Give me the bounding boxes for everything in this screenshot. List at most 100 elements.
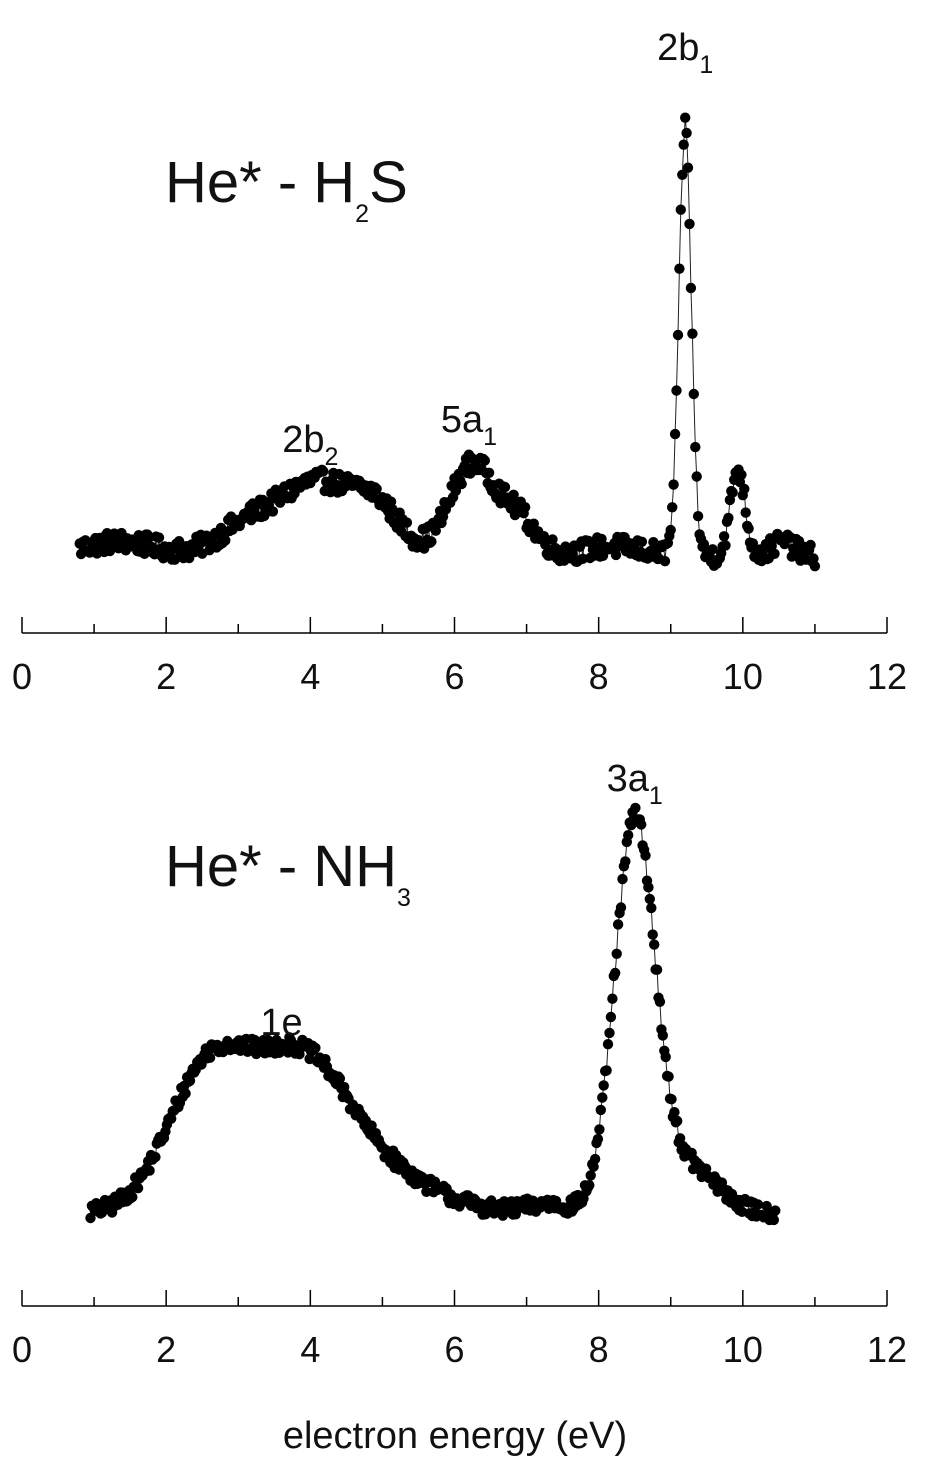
data-point: [740, 507, 751, 518]
data-point: [723, 512, 734, 524]
data-point: [718, 531, 730, 542]
data-point: [769, 548, 780, 559]
x-tick-label: 2: [156, 1329, 176, 1370]
data-point: [739, 483, 750, 495]
data-point: [644, 893, 655, 905]
data-point: [401, 517, 413, 528]
x-tick-label: 10: [723, 1329, 763, 1370]
data-point: [605, 1011, 617, 1023]
panel-title-nh3: He* - NH3: [165, 834, 411, 912]
data-point: [659, 556, 671, 567]
data-point: [687, 328, 698, 339]
data-point: [752, 1199, 764, 1210]
data-point: [669, 428, 681, 440]
data-point: [483, 467, 495, 478]
x-tick-label: 10: [723, 656, 763, 697]
data-point: [672, 329, 684, 341]
peak-label: 2b1: [657, 27, 713, 79]
x-tick-label: 4: [300, 656, 320, 697]
data-point: [334, 1073, 346, 1084]
data-point: [584, 1180, 595, 1191]
data-point: [681, 127, 692, 139]
data-point: [589, 1153, 601, 1165]
x-tick-label: 2: [156, 656, 176, 697]
data-point: [592, 1133, 604, 1145]
data-point: [596, 533, 607, 545]
x-axis-h2s: 0 2 4 6 8 10 12: [12, 617, 907, 697]
data-point: [456, 478, 467, 490]
data-point: [173, 536, 185, 547]
data-point: [528, 518, 539, 529]
data-point: [153, 532, 165, 543]
data-point: [623, 830, 634, 841]
data-point: [371, 483, 382, 495]
data-point: [630, 802, 641, 814]
data-point: [620, 856, 631, 867]
data-point: [310, 1042, 321, 1054]
data-point: [651, 964, 663, 975]
data-point: [139, 548, 150, 559]
data-point: [547, 534, 558, 545]
data-point: [672, 1115, 683, 1127]
x-tick-label: 6: [444, 656, 464, 697]
data-point: [567, 548, 578, 559]
data-point: [809, 561, 821, 572]
x-tick-label: 4: [300, 1329, 320, 1370]
data-point: [132, 1183, 144, 1194]
data-point: [615, 902, 627, 913]
data-point: [691, 471, 702, 482]
data-point: [677, 169, 688, 180]
data-point: [768, 1214, 779, 1226]
data-point: [747, 538, 759, 549]
data-point: [607, 993, 618, 1004]
data-point: [636, 819, 647, 830]
data-point: [666, 1094, 677, 1105]
data-point: [204, 1052, 216, 1063]
data-point: [690, 441, 701, 453]
data-point: [601, 1065, 612, 1076]
data-point: [663, 1071, 674, 1082]
data-point: [685, 282, 697, 294]
data-point: [169, 554, 180, 565]
data-point: [80, 535, 91, 546]
data-point: [611, 948, 622, 959]
peak-label: 1e: [260, 1002, 302, 1044]
data-point: [667, 502, 678, 513]
peak-label: 3a1: [607, 758, 663, 810]
data-point: [707, 544, 718, 555]
data-point: [674, 263, 685, 274]
data-point: [660, 1051, 671, 1063]
data-point: [595, 1104, 606, 1116]
data-point: [450, 485, 462, 496]
data-point: [150, 1151, 161, 1163]
data-point: [612, 919, 624, 930]
data-point: [104, 545, 116, 557]
data-point: [426, 536, 437, 547]
data-point: [479, 455, 490, 466]
data-point: [682, 162, 694, 173]
peak-label: 2b2: [282, 419, 338, 471]
data-point: [736, 469, 747, 480]
panel-title-h2s: He* - H2S: [165, 150, 408, 228]
data-point: [610, 967, 621, 979]
data-point: [267, 506, 279, 517]
data-point: [585, 1170, 596, 1181]
x-tick-label: 0: [12, 1329, 32, 1370]
data-point: [657, 1030, 668, 1041]
x-tick-label: 0: [12, 656, 32, 697]
x-tick-label: 12: [867, 656, 907, 697]
data-point: [684, 218, 695, 230]
annotations-nh3: 1e 3a1: [260, 758, 662, 1044]
data-point: [671, 385, 682, 396]
data-point: [805, 539, 816, 551]
x-tick-label: 12: [867, 1329, 907, 1370]
panel-h2s: He* - H2S 2b2 5a1 2b1 0 2 4 6 8 10 12: [12, 27, 907, 697]
data-point: [665, 524, 676, 536]
x-tick-label: 8: [589, 1329, 609, 1370]
data-point: [636, 536, 648, 547]
x-tick-label: 8: [589, 656, 609, 697]
data-point: [675, 204, 686, 215]
panel-nh3: He* - NH3 1e 3a1 0 2 4 6 8 10 12: [12, 758, 907, 1370]
x-axis-nh3: 0 2 4 6 8 10 12: [12, 1290, 907, 1370]
